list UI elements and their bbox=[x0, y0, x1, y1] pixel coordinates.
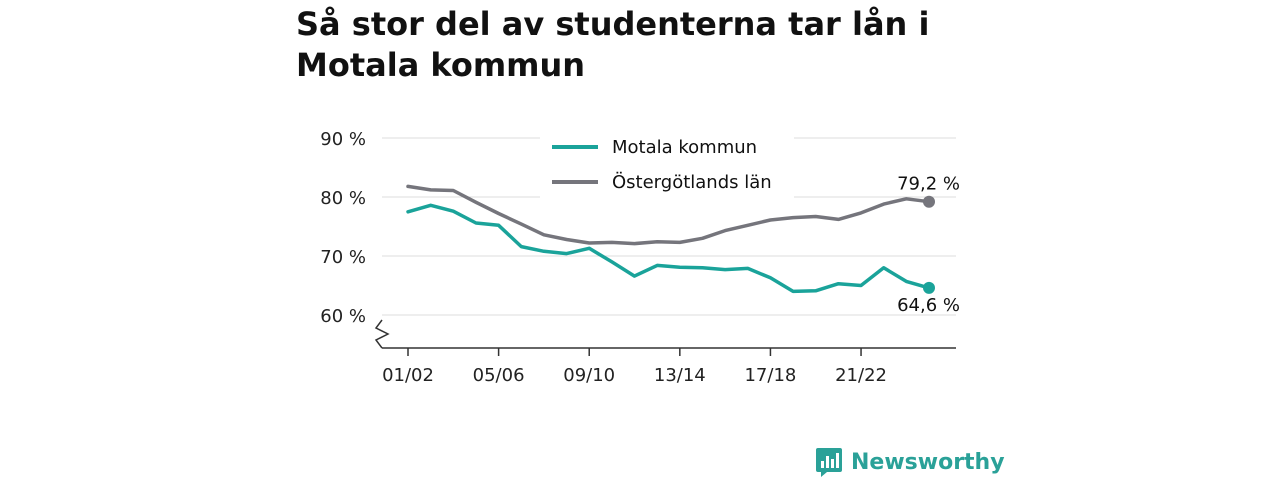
end-label: 64,6 % bbox=[897, 295, 960, 316]
legend-label: Östergötlands län bbox=[612, 171, 772, 193]
end-label: 79,2 % bbox=[897, 174, 960, 195]
x-tick-label: 01/02 bbox=[382, 365, 434, 386]
x-axis bbox=[374, 319, 956, 356]
end-point bbox=[923, 281, 935, 294]
legend: Motala kommun Östergötlands län bbox=[540, 128, 794, 200]
series-lines bbox=[406, 184, 931, 294]
series-line bbox=[406, 203, 931, 294]
y-tick-label: 90 % bbox=[320, 129, 366, 150]
series-line bbox=[406, 184, 931, 246]
y-tick-label: 60 % bbox=[320, 306, 366, 327]
x-tick-label: 09/10 bbox=[563, 365, 615, 386]
x-tick-label: 17/18 bbox=[744, 365, 796, 386]
end-point bbox=[923, 195, 935, 208]
chart-title: Så stor del av studenterna tar lån i Mot… bbox=[296, 5, 930, 84]
end-labels: 64,6 % 79,2 % bbox=[897, 174, 960, 316]
y-axis-tick-labels: 60 % 70 % 80 % 90 % bbox=[320, 129, 366, 327]
y-tick-label: 80 % bbox=[320, 188, 366, 209]
brand-name: Newsworthy bbox=[851, 449, 1005, 475]
legend-background bbox=[540, 128, 794, 200]
x-tick-label: 05/06 bbox=[473, 365, 525, 386]
x-tick-label: 21/22 bbox=[835, 365, 887, 386]
x-tick-label: 13/14 bbox=[654, 365, 706, 386]
y-tick-label: 70 % bbox=[320, 247, 366, 268]
x-axis-tick-labels: 01/02 05/06 09/10 13/14 17/18 21/22 bbox=[382, 365, 887, 386]
newsworthy-logo-icon bbox=[816, 448, 842, 477]
brand-logo: Newsworthy bbox=[815, 446, 1005, 478]
legend-label: Motala kommun bbox=[612, 137, 757, 158]
axis-break-icon bbox=[374, 319, 390, 349]
